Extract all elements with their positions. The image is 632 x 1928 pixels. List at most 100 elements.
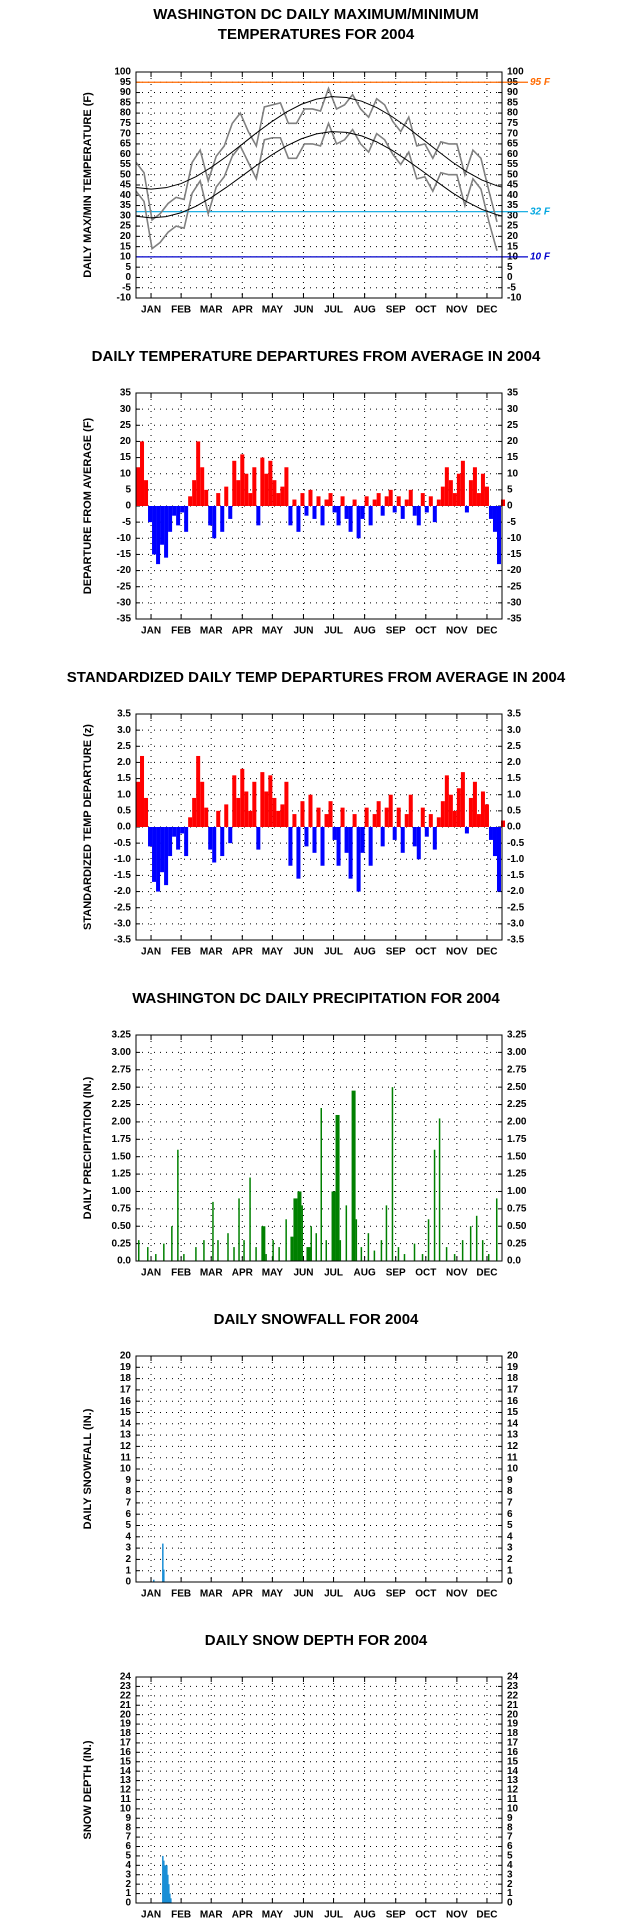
plot-frame	[135, 713, 503, 941]
y-tick-label-right: 2.50	[507, 1082, 527, 1093]
bar	[340, 496, 345, 506]
y-tick-label: 0.0	[117, 1256, 131, 1267]
y-tick-label: 2.50	[112, 1082, 132, 1093]
y-tick-label-right: 21	[507, 1700, 519, 1711]
bar	[238, 1198, 240, 1261]
bar	[168, 1884, 170, 1903]
bar	[324, 499, 329, 506]
y-axis-label: DAILY SNOWFALL (IN.)	[82, 1408, 94, 1529]
bar	[421, 1254, 424, 1261]
x-tick-label: OCT	[415, 305, 436, 316]
bar	[183, 1254, 185, 1261]
bar	[176, 506, 181, 526]
y-tick-label: 1.75	[112, 1134, 132, 1145]
y-tick-label-right: -3.0	[507, 918, 525, 929]
series-line	[135, 131, 503, 219]
bar	[444, 775, 449, 827]
bar	[336, 827, 341, 866]
y-tick-label-right: 6	[507, 1509, 513, 1520]
y-tick-label-right: 14	[507, 1766, 519, 1777]
y-tick-label: 100	[114, 67, 131, 78]
y-tick-label: 18	[120, 1728, 132, 1739]
bar	[240, 768, 245, 827]
bar	[440, 801, 445, 827]
y-tick-label: 5	[125, 1851, 131, 1862]
y-tick-label-right: 15	[507, 1407, 519, 1418]
y-tick-label-right: 16	[507, 1396, 519, 1407]
bar	[256, 506, 261, 526]
y-tick-label: -30	[117, 597, 132, 608]
y-tick-label: 8	[125, 1822, 131, 1833]
bar	[165, 1865, 167, 1903]
y-tick-label-right: 3.5	[507, 709, 521, 720]
bar	[408, 489, 413, 506]
bar	[332, 827, 337, 840]
bar	[469, 1226, 472, 1261]
x-tick-label: OCT	[415, 947, 436, 958]
bar	[156, 506, 161, 565]
bar	[162, 1543, 164, 1582]
y-tick-label-right: 3	[507, 1543, 513, 1554]
bar	[392, 506, 397, 513]
bar	[216, 810, 221, 827]
x-tick-label: FEB	[171, 1589, 191, 1600]
x-tick-label: SEP	[386, 1268, 406, 1279]
y-tick-label-right: 6	[507, 1841, 513, 1852]
bar	[400, 827, 405, 853]
y-tick-label-right: 2	[507, 1554, 513, 1565]
bar	[476, 493, 481, 506]
x-tick-label: APR	[232, 947, 254, 958]
bar	[320, 827, 325, 866]
y-tick-label-right: -20	[507, 565, 522, 576]
y-tick-label-right: 0.5	[507, 805, 521, 816]
bar	[396, 807, 401, 827]
bar	[384, 496, 389, 506]
y-tick-label: -3.0	[114, 918, 132, 929]
reference-label: 95 F	[530, 77, 551, 88]
bar	[424, 827, 429, 837]
x-tick-label: MAY	[262, 1268, 284, 1279]
bar	[315, 1233, 317, 1261]
bar	[360, 1247, 363, 1261]
y-tick-label-right: 18	[507, 1728, 519, 1739]
reference-label: 32 F	[530, 206, 551, 217]
x-tick-label: JAN	[141, 1268, 161, 1279]
plot-frame	[135, 1355, 503, 1583]
y-tick-label: 70	[120, 128, 132, 139]
bar	[280, 486, 285, 506]
y-tick-label-right: 7	[507, 1498, 513, 1509]
y-tick-label-right: 3.0	[507, 725, 521, 736]
x-tick-label: JUL	[324, 305, 343, 316]
y-tick-label: 16	[120, 1396, 132, 1407]
x-tick-label: DEC	[476, 1589, 497, 1600]
bar	[208, 827, 213, 850]
chart-title: TEMPERATURES FOR 2004	[218, 26, 415, 43]
bar	[460, 772, 465, 827]
y-tick-label: -20	[117, 565, 132, 576]
bar	[444, 467, 449, 506]
y-tick-label-right: 5	[507, 262, 513, 273]
x-tick-label: FEB	[171, 947, 191, 958]
y-tick-label: -0.5	[114, 838, 132, 849]
bar	[169, 1893, 171, 1903]
y-tick-label: 0.0	[117, 822, 131, 833]
bar	[153, 1579, 155, 1582]
y-tick-label-right: 55	[507, 159, 519, 170]
x-tick-label: MAR	[200, 305, 224, 316]
bar	[464, 827, 469, 834]
bar	[488, 827, 493, 840]
y-tick-label: 6	[125, 1509, 131, 1520]
bar	[152, 827, 157, 882]
y-tick-label-right: 0.75	[507, 1203, 527, 1214]
bar	[144, 797, 149, 827]
y-tick-label-right: 10	[507, 468, 519, 479]
bar	[160, 506, 165, 545]
y-tick-label: 15	[120, 1407, 132, 1418]
y-tick-label: 0	[125, 1577, 131, 1588]
y-tick-label: 17	[120, 1385, 132, 1396]
bar	[156, 827, 161, 892]
y-tick-label-right: 0.50	[507, 1221, 527, 1232]
bar	[163, 1860, 165, 1903]
bar	[212, 506, 217, 539]
y-tick-label-right: -3.5	[507, 935, 525, 946]
